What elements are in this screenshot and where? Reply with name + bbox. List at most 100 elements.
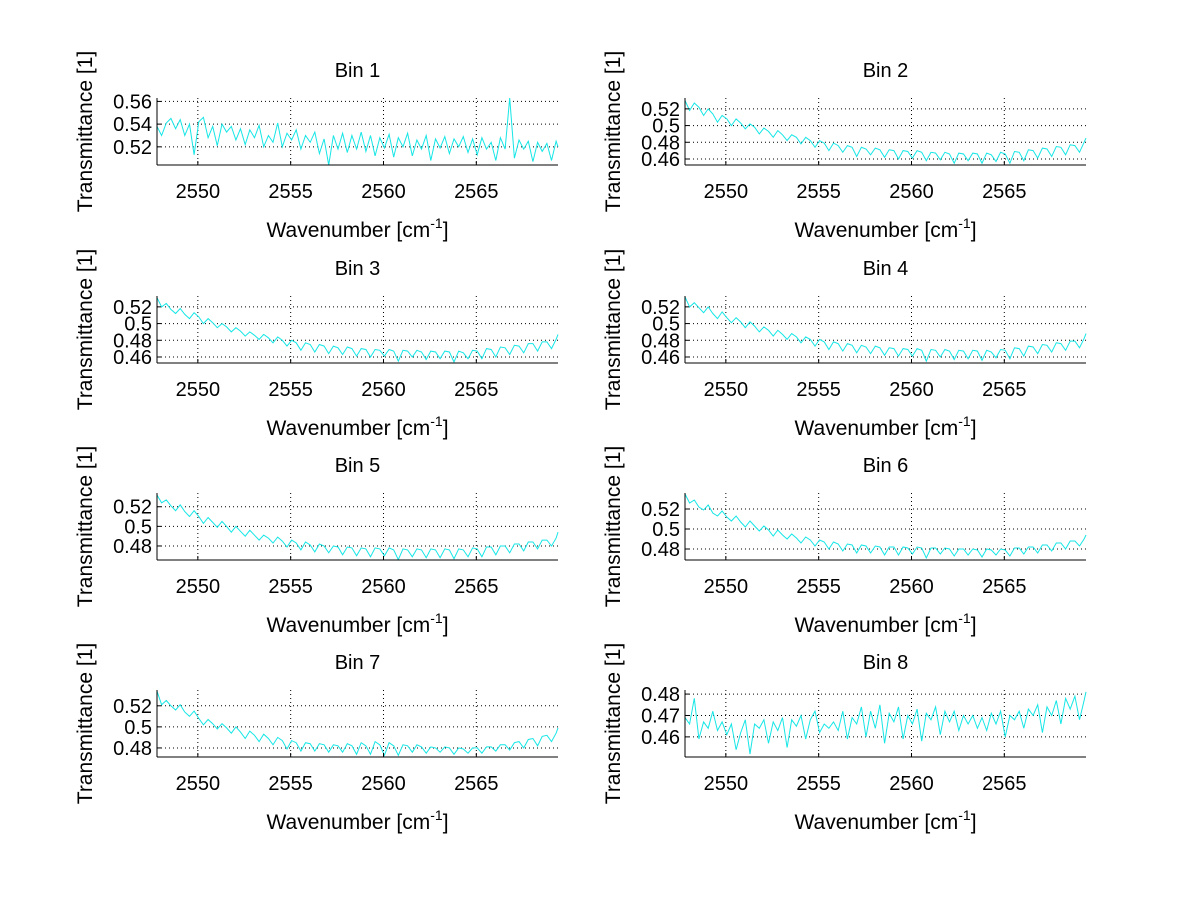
x-tick-label: 2550 (176, 576, 221, 598)
series-line-bin-3 (156, 297, 559, 364)
subplot-title: Bin 6 (863, 455, 909, 477)
series-line-bin-2 (684, 100, 1087, 165)
subplot-title: Bin 4 (863, 258, 909, 280)
subplot-bin-4: 2550 2555 2560 2565 0.460.480.50.52 Bin 4 Wave… (602, 249, 1087, 440)
y-tick-label: 0.48 (113, 738, 152, 760)
y-tick-label: 0.5 (652, 314, 680, 336)
x-tick-label: 2555 (268, 576, 313, 598)
x-tick-label: 2555 (268, 181, 313, 203)
y-tick-label: 0.48 (113, 536, 152, 558)
y-tick-label: 0.52 (641, 99, 680, 121)
x-tick-label: 2560 (889, 773, 934, 795)
y-tick-label: 0.5 (124, 516, 152, 538)
x-tick-label: 2565 (454, 576, 499, 598)
x-axis-label: Wavenumber [cm-1] (266, 610, 448, 637)
subplot-bin-3: 2550 2555 2560 2565 0.460.480.50.52 Bin 3 Wave… (74, 249, 559, 440)
x-tick-label: 2560 (361, 773, 406, 795)
x-tick-label: 2555 (796, 576, 841, 598)
y-tick-label: 0.48 (641, 684, 680, 706)
y-axis-label: Transmittance [1] (74, 51, 97, 212)
series-line-bin-4 (684, 296, 1087, 363)
y-tick-label: 0.52 (113, 297, 152, 319)
x-tick-label: 2560 (889, 576, 934, 598)
x-axis-label: Wavenumber [cm-1] (266, 413, 448, 440)
y-tick-label: 0.56 (113, 91, 152, 113)
x-tick-label: 2550 (704, 379, 749, 401)
y-axis-label: Transmittance [1] (602, 446, 625, 607)
x-tick-label: 2560 (361, 576, 406, 598)
series-line-bin-5 (156, 494, 559, 561)
y-axis-label: Transmittance [1] (602, 249, 625, 410)
x-tick-label: 2565 (454, 379, 499, 401)
series-line-bin-6 (684, 493, 1087, 560)
x-tick-label: 2555 (796, 379, 841, 401)
subplot-bin-8: 2550 2555 2560 2565 0.460.470.48 Bin 8 Wavenum… (602, 643, 1087, 834)
y-tick-label: 0.52 (113, 137, 152, 159)
x-tick-label: 2550 (704, 576, 749, 598)
x-tick-label: 2555 (796, 181, 841, 203)
y-tick-label: 0.46 (113, 347, 152, 369)
x-tick-label: 2565 (454, 773, 499, 795)
subplot-title: Bin 7 (335, 652, 381, 674)
x-tick-label: 2555 (268, 773, 313, 795)
x-axis-label: Wavenumber [cm-1] (794, 807, 976, 834)
x-tick-label: 2550 (176, 181, 221, 203)
x-tick-label: 2565 (982, 181, 1027, 203)
y-tick-label: 0.46 (641, 149, 680, 171)
x-axis-label: Wavenumber [cm-1] (794, 215, 976, 242)
x-tick-label: 2560 (889, 379, 934, 401)
subplot-bin-1: 2550 2555 2560 2565 0.520.540.56 Bin 1 Wavenum… (74, 51, 559, 242)
x-tick-label: 2565 (454, 181, 499, 203)
x-axis-label: Wavenumber [cm-1] (794, 610, 976, 637)
x-tick-label: 2550 (704, 181, 749, 203)
x-tick-label: 2565 (982, 379, 1027, 401)
y-tick-label: 0.52 (641, 499, 680, 521)
y-tick-label: 0.46 (641, 727, 680, 749)
y-tick-label: 0.5 (124, 717, 152, 739)
y-tick-label: 0.5 (652, 519, 680, 541)
series-line-bin-8 (684, 691, 1087, 755)
y-tick-label: 0.48 (641, 330, 680, 352)
y-axis-label: Transmittance [1] (602, 51, 625, 212)
subplot-bin-2: 2550 2555 2560 2565 0.460.480.50.52 Bin 2 Wave… (602, 51, 1087, 242)
x-axis-label: Wavenumber [cm-1] (794, 413, 976, 440)
series-line-bin-7 (156, 690, 559, 757)
x-tick-label: 2565 (982, 773, 1027, 795)
y-tick-label: 0.47 (641, 705, 680, 727)
y-tick-label: 0.54 (113, 114, 152, 136)
y-tick-label: 0.46 (641, 347, 680, 369)
x-tick-label: 2565 (982, 576, 1027, 598)
subplot-title: Bin 8 (863, 652, 909, 674)
x-tick-label: 2550 (176, 773, 221, 795)
y-tick-label: 0.48 (113, 330, 152, 352)
y-tick-label: 0.5 (124, 314, 152, 336)
subplot-bin-6: 2550 2555 2560 2565 0.480.50.52 Bin 6 Wavenumb… (602, 446, 1087, 637)
subplot-title: Bin 5 (335, 455, 381, 477)
x-tick-label: 2555 (796, 773, 841, 795)
y-tick-label: 0.52 (641, 297, 680, 319)
y-tick-label: 0.52 (113, 497, 152, 519)
y-axis-label: Transmittance [1] (602, 643, 625, 804)
x-tick-label: 2550 (176, 379, 221, 401)
y-tick-label: 0.48 (641, 539, 680, 561)
y-tick-label: 0.52 (113, 696, 152, 718)
subplot-bin-7: 2550 2555 2560 2565 0.480.50.52 Bin 7 Wavenumb… (74, 643, 559, 834)
x-tick-label: 2560 (889, 181, 934, 203)
y-axis-label: Transmittance [1] (74, 643, 97, 804)
y-tick-label: 0.48 (641, 132, 680, 154)
x-tick-label: 2560 (361, 181, 406, 203)
x-tick-label: 2560 (361, 379, 406, 401)
x-tick-label: 2550 (704, 773, 749, 795)
y-tick-label: 0.5 (652, 116, 680, 138)
series-line-bin-1 (156, 97, 559, 166)
subplot-title: Bin 2 (863, 60, 909, 82)
subplot-title: Bin 1 (335, 60, 381, 82)
subplot-bin-5: 2550 2555 2560 2565 0.480.50.52 Bin 5 Wavenumb… (74, 446, 559, 637)
y-axis-label: Transmittance [1] (74, 249, 97, 410)
x-axis-label: Wavenumber [cm-1] (266, 807, 448, 834)
subplot-title: Bin 3 (335, 258, 381, 280)
x-tick-label: 2555 (268, 379, 313, 401)
x-axis-label: Wavenumber [cm-1] (266, 215, 448, 242)
y-axis-label: Transmittance [1] (74, 446, 97, 607)
